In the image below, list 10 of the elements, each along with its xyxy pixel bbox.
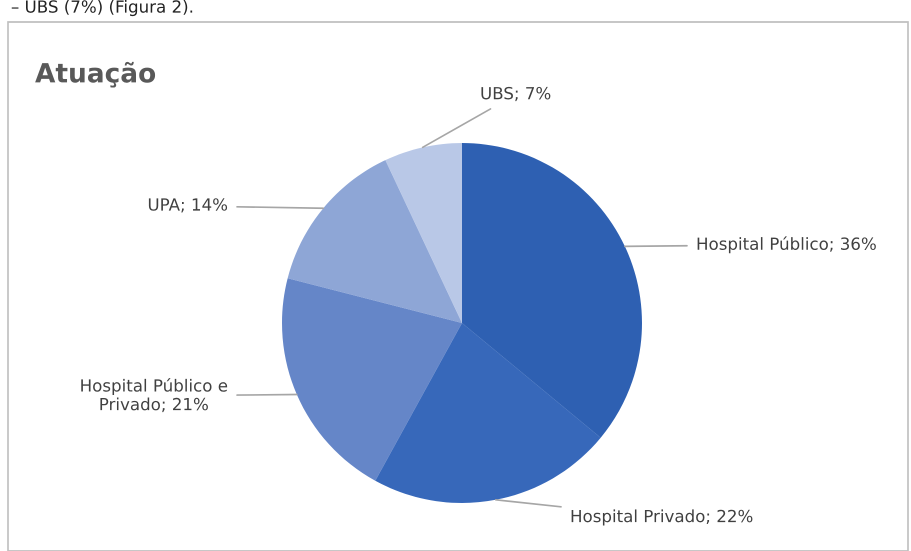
slice-label: UBS; 7%: [481, 86, 550, 102]
slice-label: Hospital Público; 36%: [698, 236, 876, 254]
pie-slice: [385, 143, 462, 323]
text: – UBS (7%) (Figura 2).: [12, 0, 192, 16]
pie-slice: [288, 160, 462, 323]
pie-slice: [282, 278, 462, 481]
slice-label: Hospital Privado; 22%: [572, 509, 752, 526]
slice-label: UPA; 14%: [148, 198, 228, 213]
slice-label: Hospital Público e Privado; 21%: [81, 378, 228, 412]
chart-title: Atuação: [35, 62, 156, 88]
